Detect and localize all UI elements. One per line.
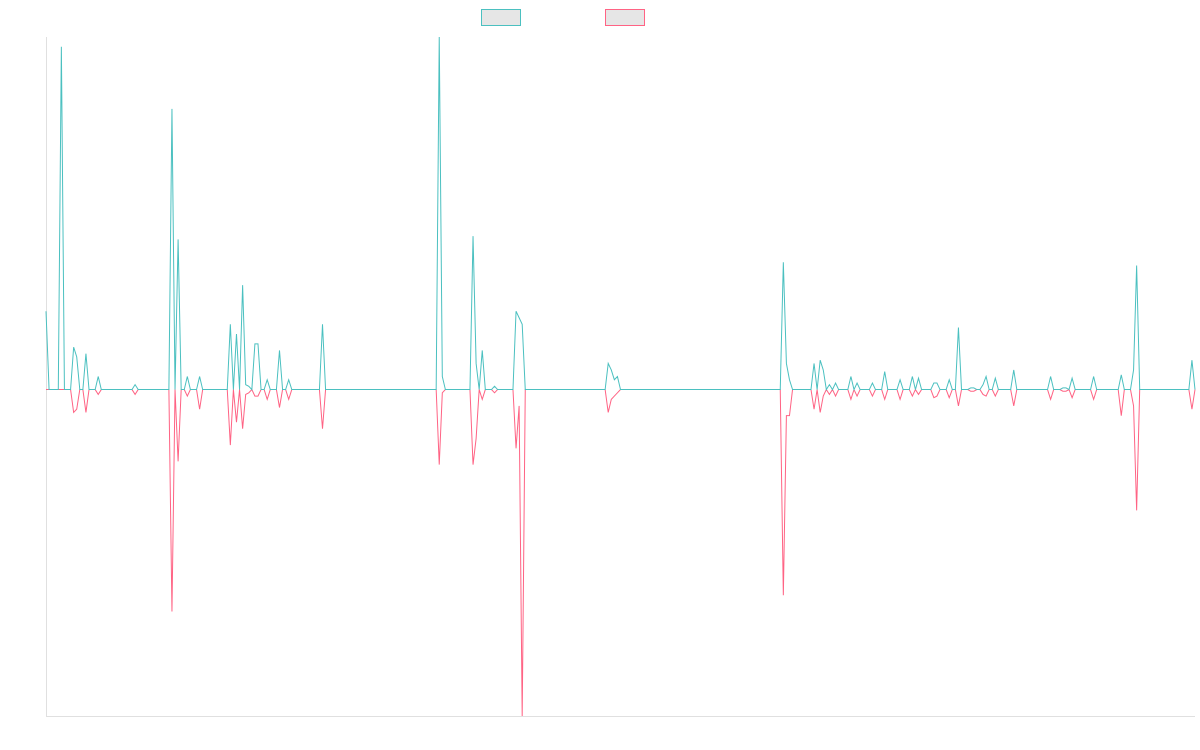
- legend-swatch-2[interactable]: [605, 9, 645, 26]
- series-line-2: [46, 388, 1196, 717]
- series-layer: [45, 36, 1196, 717]
- series-line-1: [45, 36, 1196, 392]
- legend-swatch-1[interactable]: [481, 9, 521, 26]
- legend[interactable]: [481, 9, 645, 26]
